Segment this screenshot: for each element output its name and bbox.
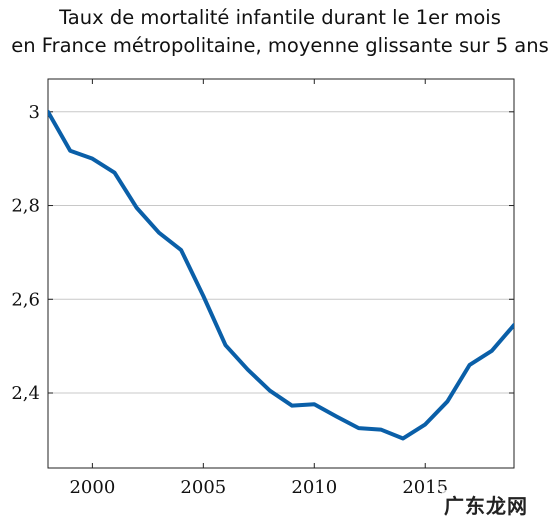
- x-tick-label: 2005: [180, 477, 226, 498]
- tick-marks: [48, 79, 514, 468]
- gridlines: [48, 111, 514, 394]
- chart-title-line-1: Taux de mortalité infantile durant le 1e…: [59, 6, 501, 29]
- y-tick-label: 2,8: [11, 196, 40, 217]
- y-tick-label: 2,6: [11, 289, 40, 310]
- plot-frame: [47, 78, 515, 469]
- chart-title: Taux de mortalité infantile durant le 1e…: [0, 4, 560, 60]
- series-lines: [48, 109, 514, 441]
- y-tick-label: 3: [29, 102, 40, 123]
- x-tick-label: 2015: [402, 477, 448, 498]
- watermark-logo: 广东龙网: [442, 490, 530, 519]
- tick-labels: 2,4 2,6 2,8 3 2000 2005 2010 2015: [11, 102, 448, 498]
- series-line: [48, 109, 514, 441]
- chart-title-line-2: en France métropolitaine, moyenne glissa…: [11, 34, 549, 57]
- y-tick-label: 2,4: [11, 383, 40, 404]
- x-tick-label: 2010: [291, 477, 337, 498]
- x-tick-label: 2000: [69, 477, 115, 498]
